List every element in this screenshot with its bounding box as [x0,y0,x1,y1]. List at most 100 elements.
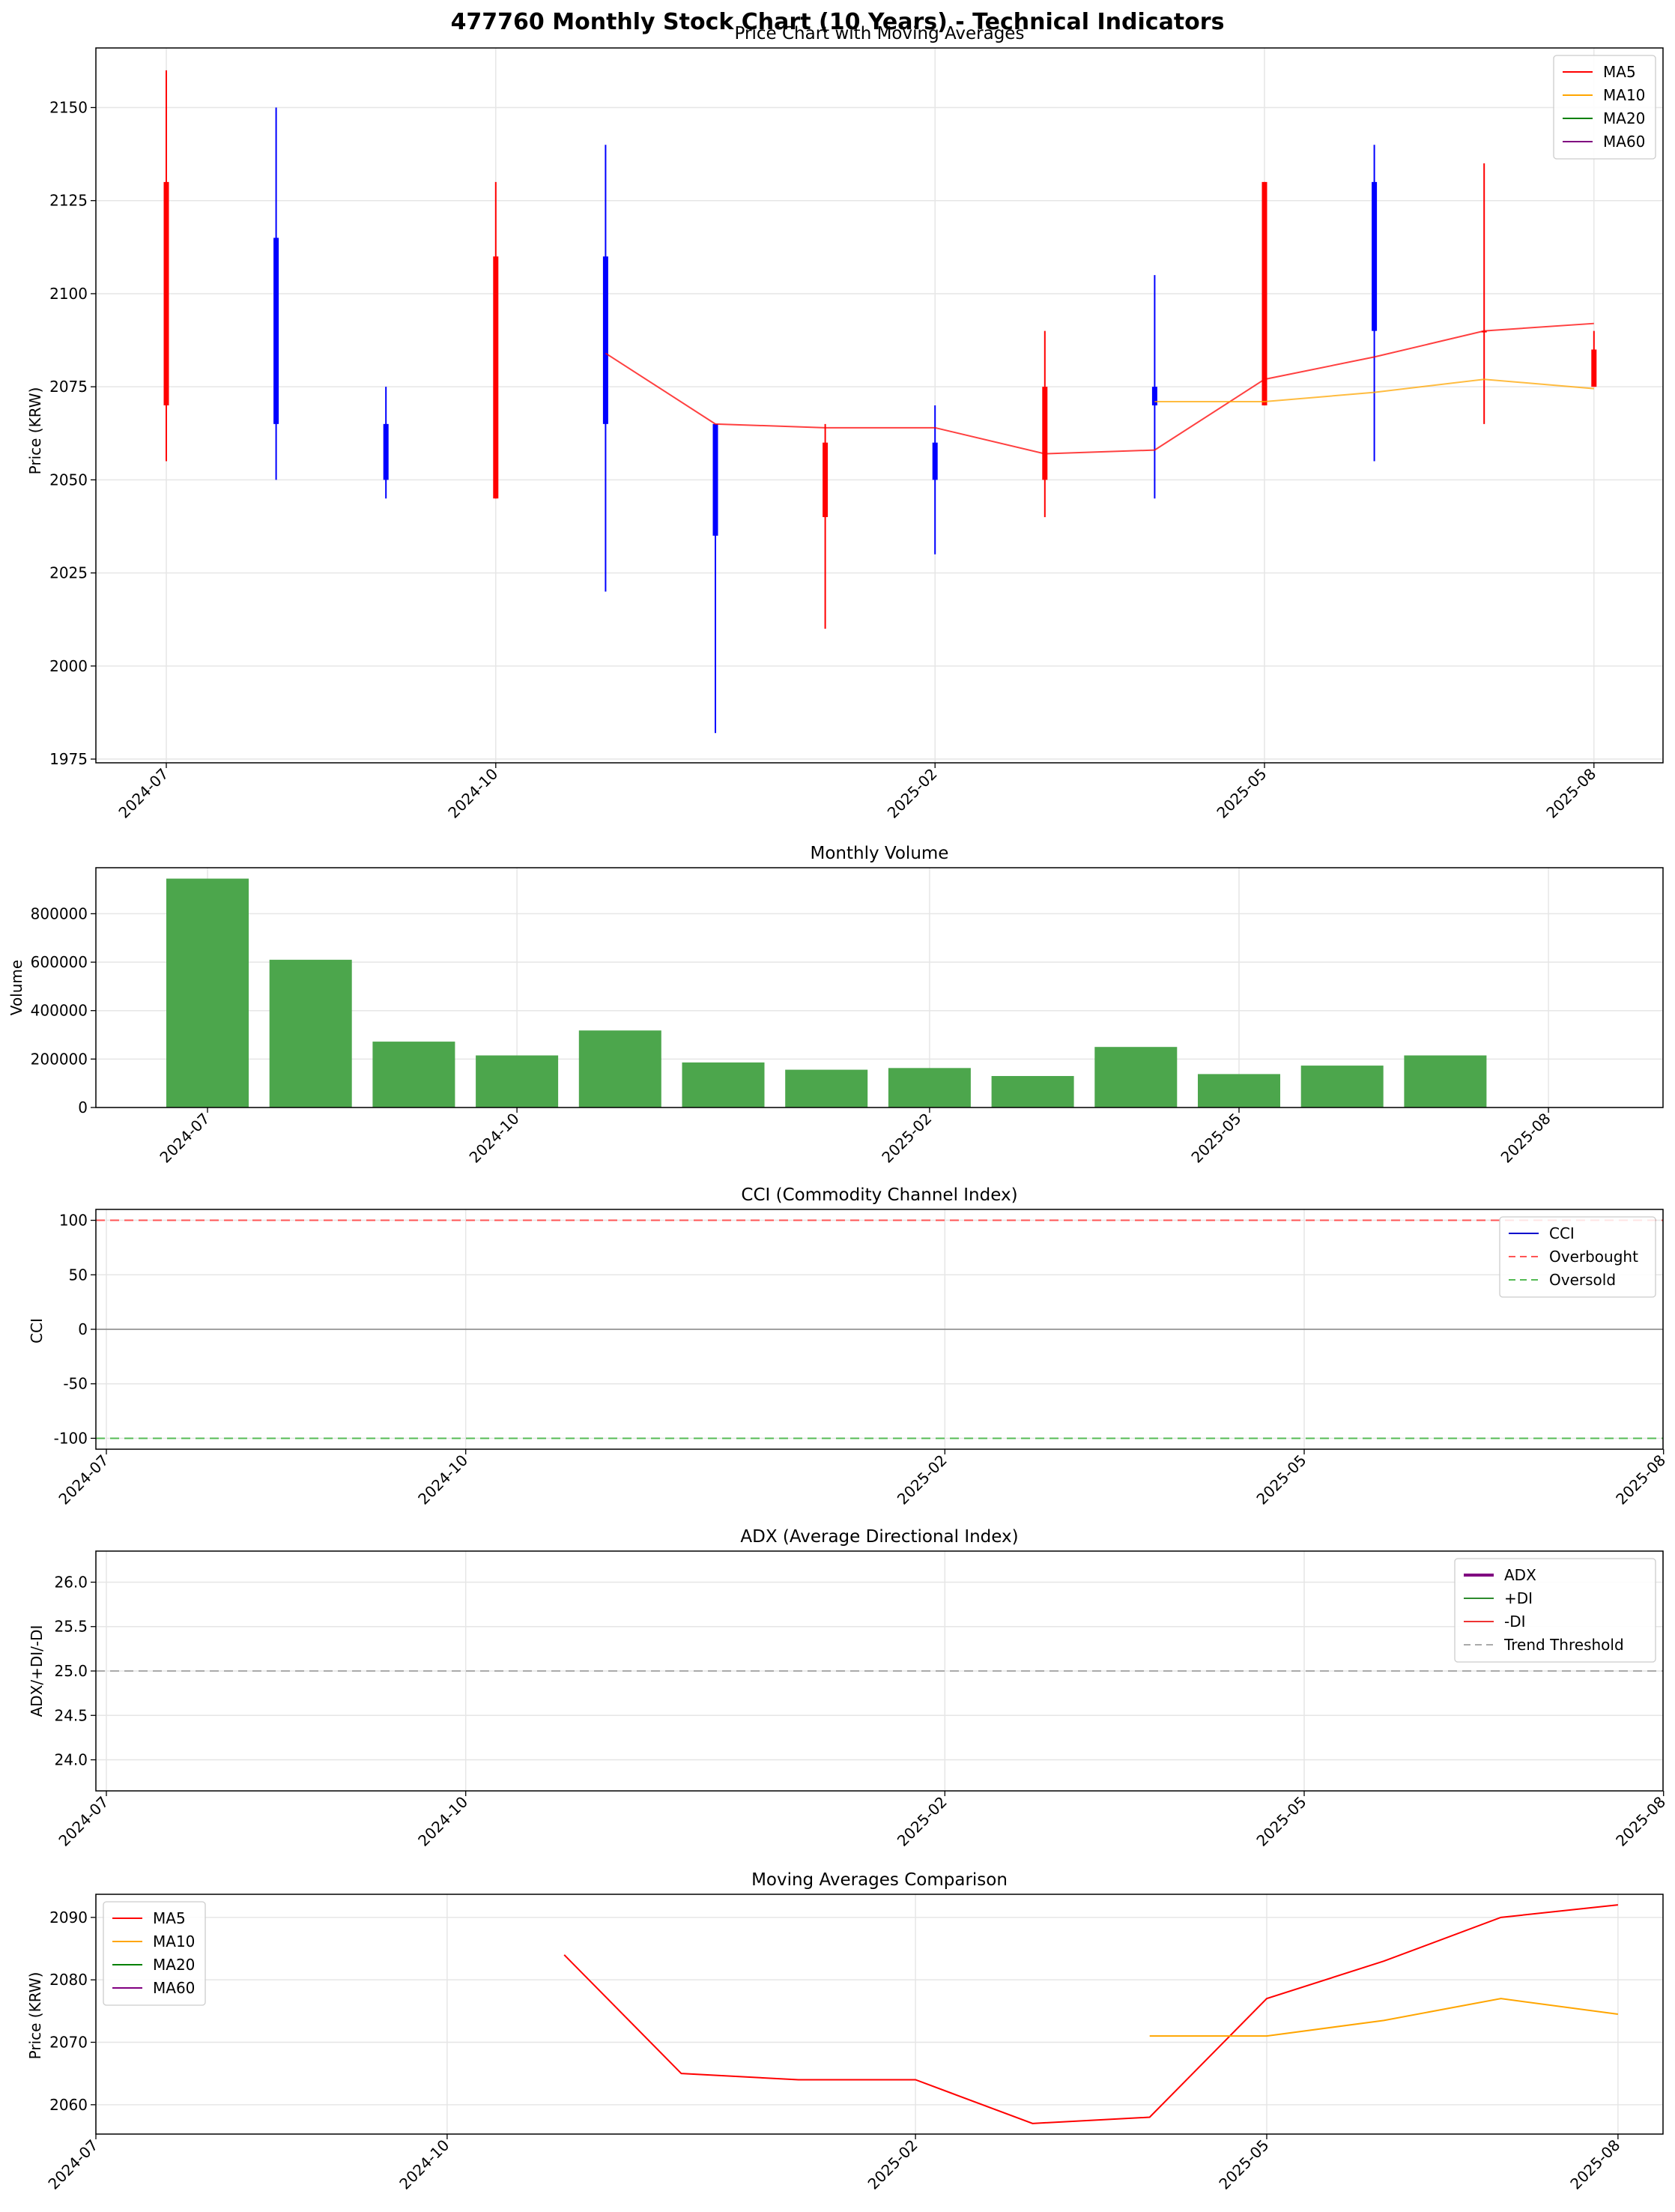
cci-xtick-label: 2024-10 [414,1451,471,1508]
volume-ytick-label: 400000 [31,1002,88,1020]
candle-body [602,256,608,424]
candle-body [1261,181,1267,405]
cci-xtick-label: 2024-07 [55,1451,112,1508]
price-legend-label: MA20 [1603,109,1645,127]
price-legend-label: MA60 [1603,133,1645,151]
candle-body [1042,387,1048,480]
volume-ytick-label: 600000 [31,953,88,971]
cci-ylabel: CCI [28,1318,46,1344]
ma-compare-legend-label: MA20 [153,1956,195,1974]
ma-compare-ytick-label: 2090 [49,1909,88,1927]
ma-compare-legend-box [103,1901,206,2006]
adx-ytick-label: 25.0 [54,1662,88,1680]
price-xtick-label: 2025-08 [1542,765,1599,822]
figure-title: 477760 Monthly Stock Chart (10 Years) - … [451,9,1225,35]
volume-bar [1300,1066,1384,1107]
adx-legend-label: ADX [1504,1566,1536,1584]
price-panel: Price Chart with Moving Averages Price (… [26,24,1664,822]
cci-legend-label: CCI [1549,1224,1575,1242]
candle-body [1372,181,1378,331]
price-ytick-label: 2125 [49,192,88,210]
candle-body [1591,349,1597,387]
cci-panel-title: CCI (Commodity Channel Index) [741,1185,1017,1205]
volume-bar [991,1075,1074,1107]
volume-bar [166,878,249,1107]
series-line-ma10 [1154,378,1594,403]
ma-compare-legend-label: MA60 [153,1979,195,1997]
volume-bar [888,1068,971,1107]
cci-ytick-label: 50 [69,1266,88,1284]
cci-legend-box [1499,1216,1656,1298]
candle-body [383,423,389,480]
adx-ytick-label: 24.5 [54,1706,88,1724]
volume-bar [1094,1047,1178,1107]
price-legend-label: MA5 [1603,63,1636,81]
volume-ytick-label: 0 [78,1099,88,1116]
cci-xtick-label: 2025-02 [894,1451,951,1508]
volume-ytick-label: 800000 [31,904,88,922]
adx-ytick-label: 26.0 [54,1573,88,1591]
price-ytick-label: 2000 [49,657,88,675]
volume-bar [785,1069,868,1107]
adx-xtick-label: 2025-02 [894,1793,951,1850]
ma-compare-panel-title: Moving Averages Comparison [751,1870,1008,1890]
adx-legend-label: +DI [1504,1589,1533,1607]
volume-xtick-label: 2024-07 [156,1110,213,1167]
price-ylabel: Price (KRW) [26,387,44,475]
ma-compare-xtick-label: 2025-08 [1566,2136,1623,2193]
candle-body [1151,387,1157,405]
adx-xtick-label: 2024-10 [414,1793,471,1850]
ma-compare-ytick-label: 2070 [49,2034,88,2052]
volume-xtick-label: 2024-10 [466,1110,523,1167]
adx-legend-box [1454,1558,1656,1663]
price-ytick-label: 1975 [49,750,88,768]
price-xtick-label: 2024-07 [115,765,172,822]
cci-panel: CCI (Commodity Channel Index) CCI -100 -5… [28,1185,1669,1508]
volume-panel: Monthly Volume Volume 0 200000 400000 60000… [7,844,1664,1167]
ma-compare-line-ma5 [563,1904,1619,2124]
volume-ytick-label: 200000 [31,1050,88,1068]
adx-ytick-label: 25.5 [54,1618,88,1636]
volume-panel-title: Monthly Volume [811,844,949,863]
ma-compare-panel: Moving Averages Comparison Price (KRW) 2… [26,1870,1664,2193]
ma-compare-ytick-label: 2060 [49,2096,88,2114]
cci-xtick-label: 2025-08 [1612,1451,1669,1508]
adx-panel-title: ADX (Average Directional Index) [740,1527,1018,1547]
ma-compare-xtick-label: 2024-10 [396,2136,452,2193]
volume-xtick-label: 2025-08 [1497,1110,1554,1167]
price-ytick-label: 2025 [49,564,88,582]
candle-body [823,442,829,518]
adx-legend-label: -DI [1504,1613,1526,1631]
volume-bar [1198,1074,1280,1107]
volume-bar [578,1030,661,1107]
candle-body [163,181,169,405]
price-panel-title: Price Chart with Moving Averages [735,24,1025,43]
price-ytick-label: 2100 [49,285,88,303]
volume-xtick-label: 2025-02 [878,1110,935,1167]
candle-body [932,442,938,480]
price-ytick-label: 2150 [49,99,88,117]
volume-bar [1404,1055,1487,1107]
adx-legend-label: Trend Threshold [1503,1636,1624,1654]
adx-ylabel: ADX/+DI/-DI [28,1625,46,1717]
adx-xtick-label: 2025-05 [1253,1793,1309,1850]
cci-legend-label: Overbought [1549,1248,1638,1266]
price-legend-label: MA10 [1603,86,1645,104]
volume-ylabel: Volume [7,960,25,1015]
ma-compare-xtick-label: 2025-02 [864,2136,921,2193]
ma-compare-legend-label: MA5 [153,1909,186,1927]
volume-xtick-label: 2025-05 [1187,1110,1244,1167]
ma-compare-xtick-label: 2025-05 [1215,2136,1272,2193]
volume-bar [682,1062,765,1107]
ma-compare-xtick-label: 2024-07 [44,2136,101,2193]
volume-bar [476,1055,559,1107]
price-ytick-label: 2050 [49,471,88,489]
price-xtick-label: 2024-10 [444,765,501,822]
cci-ytick-label: 100 [59,1212,88,1230]
price-legend-box [1553,55,1656,160]
volume-bar [269,959,352,1107]
adx-frame [95,1550,1664,1792]
volume-bar [372,1042,455,1107]
adx-xtick-label: 2024-07 [55,1793,112,1850]
